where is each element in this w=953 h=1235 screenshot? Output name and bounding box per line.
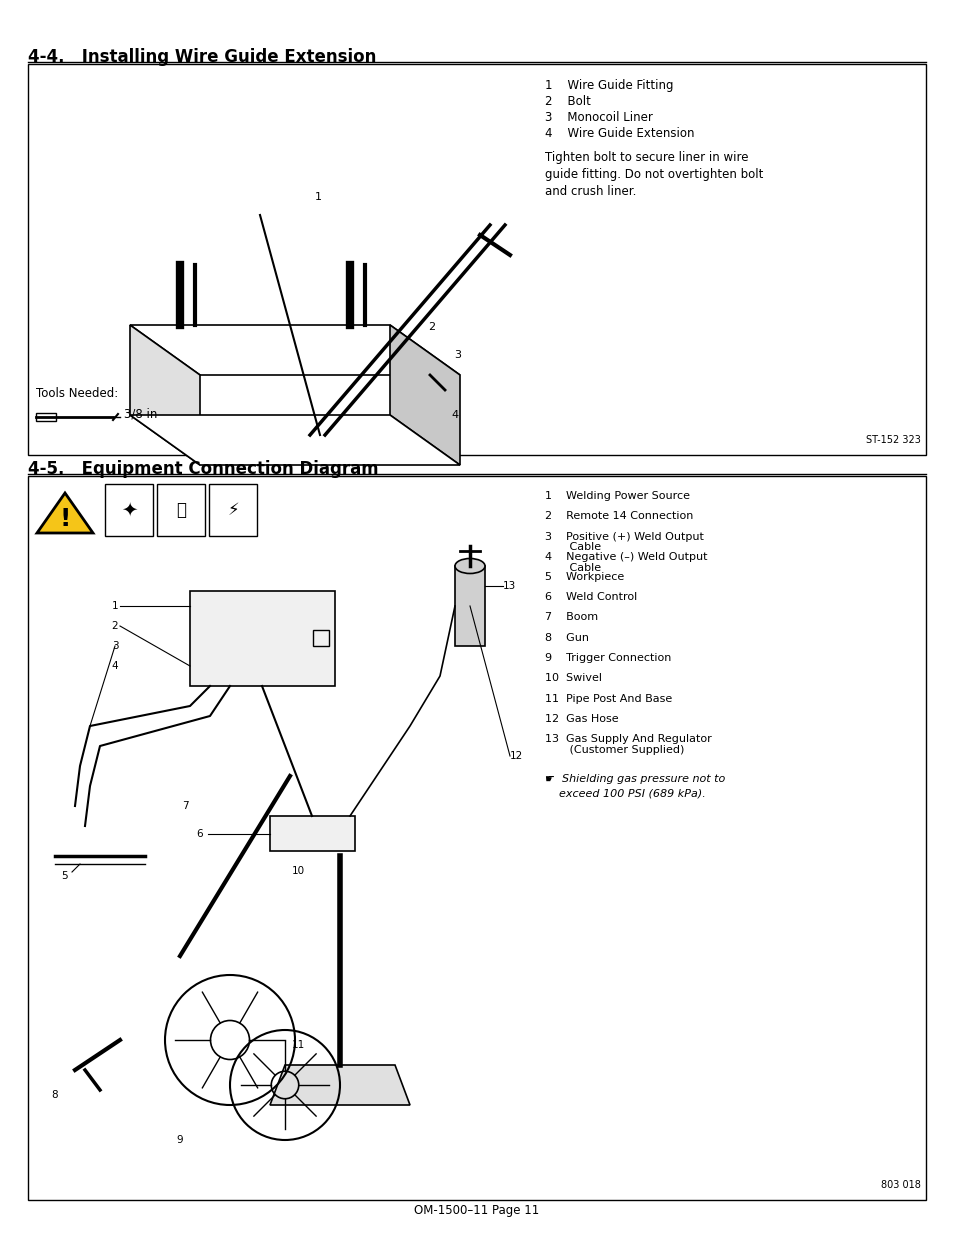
Text: 2    Remote 14 Connection: 2 Remote 14 Connection — [544, 511, 693, 521]
Text: Cable: Cable — [544, 542, 600, 552]
Bar — [28, 475, 925, 1200]
Text: Tighten bolt to secure liner in wire
guide fitting. Do not overtighten bolt
and : Tighten bolt to secure liner in wire gui… — [544, 151, 762, 198]
Text: 7: 7 — [181, 802, 188, 811]
Bar — [209, 484, 256, 536]
Bar — [28, 64, 925, 454]
Polygon shape — [37, 493, 92, 534]
Text: 11: 11 — [292, 1040, 305, 1050]
Text: 3: 3 — [112, 641, 118, 651]
Text: 8: 8 — [51, 1091, 58, 1100]
Text: 11  Pipe Post And Base: 11 Pipe Post And Base — [544, 694, 672, 704]
Bar — [36, 412, 56, 421]
Bar — [157, 484, 205, 536]
Text: 3    Monocoil Liner: 3 Monocoil Liner — [544, 111, 652, 124]
Text: 3/8 in: 3/8 in — [124, 408, 157, 420]
Text: 10: 10 — [292, 866, 305, 876]
Text: 🏃: 🏃 — [175, 501, 186, 519]
Text: 803 018: 803 018 — [881, 1179, 920, 1191]
Text: Tools Needed:: Tools Needed: — [36, 387, 118, 400]
Text: !: ! — [59, 508, 71, 531]
Bar — [270, 816, 355, 851]
Text: ST-152 323: ST-152 323 — [865, 435, 920, 445]
Bar — [455, 566, 484, 646]
Text: 13: 13 — [502, 580, 516, 592]
Text: 9    Trigger Connection: 9 Trigger Connection — [544, 653, 671, 663]
Text: 3    Positive (+) Weld Output: 3 Positive (+) Weld Output — [544, 531, 703, 541]
Text: 2: 2 — [112, 621, 118, 631]
Text: 4    Wire Guide Extension: 4 Wire Guide Extension — [544, 127, 694, 140]
Polygon shape — [130, 325, 200, 466]
Polygon shape — [270, 1065, 410, 1105]
Polygon shape — [130, 415, 459, 466]
Text: 9: 9 — [176, 1135, 183, 1145]
Text: 4: 4 — [112, 661, 118, 671]
Text: 12: 12 — [510, 751, 522, 761]
Text: 4-4.   Installing Wire Guide Extension: 4-4. Installing Wire Guide Extension — [28, 48, 376, 65]
Bar — [190, 592, 335, 685]
Text: 13  Gas Supply And Regulator: 13 Gas Supply And Regulator — [544, 734, 711, 743]
Text: 1: 1 — [112, 601, 118, 611]
Text: 5: 5 — [62, 871, 69, 881]
Bar — [313, 630, 329, 646]
Ellipse shape — [455, 558, 484, 573]
Text: 6    Weld Control: 6 Weld Control — [544, 593, 637, 603]
Text: 7    Boom: 7 Boom — [544, 613, 598, 622]
Text: ⚡: ⚡ — [227, 501, 238, 519]
Text: Cable: Cable — [544, 563, 600, 573]
Polygon shape — [390, 325, 459, 466]
Text: 2: 2 — [428, 322, 436, 332]
Text: 1: 1 — [314, 191, 321, 203]
Text: ✦: ✦ — [121, 500, 137, 520]
Text: ☛  Shielding gas pressure not to
    exceed 100 PSI (689 kPa).: ☛ Shielding gas pressure not to exceed 1… — [544, 774, 724, 798]
Bar — [105, 484, 152, 536]
Text: 6: 6 — [196, 829, 203, 839]
Text: 5    Workpiece: 5 Workpiece — [544, 572, 623, 582]
Text: 1    Wire Guide Fitting: 1 Wire Guide Fitting — [544, 79, 673, 91]
Text: 8    Gun: 8 Gun — [544, 632, 588, 642]
Text: 2    Bolt: 2 Bolt — [544, 95, 590, 107]
Text: (Customer Supplied): (Customer Supplied) — [544, 745, 683, 755]
Text: 3: 3 — [454, 350, 461, 359]
Text: 1    Welding Power Source: 1 Welding Power Source — [544, 492, 689, 501]
Text: 4: 4 — [451, 410, 458, 420]
Text: 4    Negative (–) Weld Output: 4 Negative (–) Weld Output — [544, 552, 707, 562]
Text: 10  Swivel: 10 Swivel — [544, 673, 601, 683]
Text: 12  Gas Hose: 12 Gas Hose — [544, 714, 618, 724]
Text: 4-5.   Equipment Connection Diagram: 4-5. Equipment Connection Diagram — [28, 459, 378, 478]
Text: OM-1500–11 Page 11: OM-1500–11 Page 11 — [414, 1204, 539, 1216]
